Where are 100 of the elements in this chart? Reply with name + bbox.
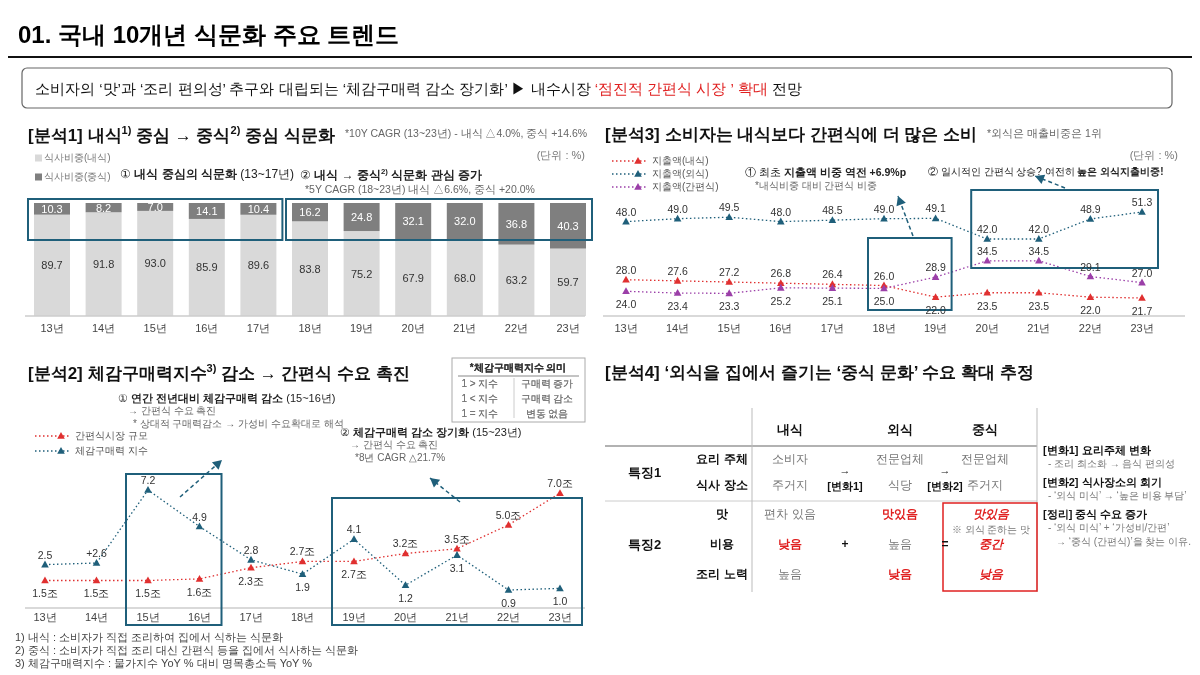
data-label: 7.0	[147, 200, 163, 214]
data-label: 22.0	[1080, 304, 1101, 317]
data-label: 21.7	[1131, 304, 1153, 318]
data-label: +2.6	[86, 546, 107, 560]
point	[1086, 214, 1095, 222]
text: - ‘외식 미식’ + ‘가성비/간편’	[1048, 522, 1170, 534]
data-label: 83.8	[299, 262, 321, 275]
data-label: 16.2	[299, 205, 321, 219]
point	[556, 584, 564, 592]
chart-title: [분석1] 내식$^{1)}$ 중심 → 중식$^{2)}$ 중심 식문화	[28, 124, 335, 146]
text: 1 = 지수	[461, 408, 499, 420]
x-tick-label: 18년	[290, 610, 315, 624]
text: 식사 장소	[696, 478, 748, 493]
chart-title: [분석3] 소비자는 내식보다 간편식에 더 많은 소비	[605, 125, 978, 145]
x-tick-label: 23년	[1130, 321, 1154, 335]
data-label: 85.9	[196, 261, 218, 274]
point	[1086, 293, 1095, 300]
bar	[85, 212, 122, 316]
point	[350, 535, 358, 543]
point	[144, 486, 152, 493]
text: → ‘중식 (간편식)’을 찾는 이유.	[1056, 536, 1191, 548]
data-label: 23.3	[718, 300, 740, 313]
text: →	[939, 463, 951, 477]
text: 소비자의 ‘맛’과 ‘조리 편의성’ 추구와 대립되는 ‘체감구매력 감소 장기화’ ▶ 내수시장	[35, 80, 591, 98]
x-tick-label: 18년	[298, 321, 322, 335]
x-tick-label: 18년	[872, 321, 896, 335]
data-label: 4.9	[192, 510, 207, 523]
data-label: 28.0	[615, 263, 637, 276]
data-label: 23.5	[1028, 299, 1050, 312]
data-label: 4.1	[346, 523, 362, 536]
category-label: 내식	[777, 421, 803, 438]
point	[144, 576, 152, 584]
text: ① 최초 지출액 비중 역전 +6.9%p	[745, 165, 907, 179]
text: ② 내식 → 중식$^{2)}$ 식문화 관심 증가	[300, 166, 482, 182]
point	[1138, 294, 1146, 301]
data-label: 32.0	[454, 214, 476, 228]
text: 낮음	[778, 537, 802, 552]
data-label: 26.8	[770, 267, 792, 280]
point	[983, 256, 991, 264]
x-tick-label: 22년	[1078, 321, 1103, 335]
text: 편차 있음	[764, 507, 816, 522]
data-label: 25.1	[822, 295, 843, 308]
bar	[446, 203, 483, 240]
text: (단위 : %)	[536, 148, 585, 162]
legend-label: 체감구매력 지수	[75, 445, 148, 457]
data-label: 34.5	[1028, 244, 1050, 257]
point	[725, 213, 733, 221]
data-label: 49.0	[873, 202, 895, 215]
data-label: 23.4	[667, 300, 688, 313]
data-label: 10.4	[247, 202, 270, 216]
text: 조리 노력	[696, 567, 748, 582]
point	[247, 563, 255, 571]
data-label: 75.2	[350, 267, 373, 280]
text: 높음	[778, 567, 802, 582]
text: [정리] 중식 수요 증가	[1043, 507, 1148, 521]
text: 낮음	[888, 567, 912, 582]
point	[777, 283, 785, 291]
data-label: 32.1	[402, 214, 424, 228]
text: [변화2] 식사장소의 회기	[1043, 475, 1162, 489]
text: 비용	[710, 537, 734, 552]
chart-title: [분석2] 체감구매력지수$^{3)}$ 감소 → 간편식 수요 촉진	[28, 362, 410, 384]
text: 구매력 감소	[520, 393, 574, 405]
text: - 조리 최소화 → 음식 편의성	[1048, 458, 1176, 470]
text: 전문업체	[961, 452, 1009, 467]
text: 전망	[771, 80, 802, 98]
x-tick-label: 15년	[143, 321, 167, 335]
data-label: 34.5	[976, 244, 998, 257]
data-label: 91.8	[92, 257, 115, 271]
data-label: 68.0	[454, 271, 476, 284]
x-tick-label: 17년	[239, 610, 263, 624]
data-label: 93.0	[144, 257, 166, 270]
data-label: 36.8	[505, 217, 528, 231]
text: 특징2	[628, 536, 662, 553]
point	[1035, 256, 1043, 264]
data-label: 3.5조	[444, 532, 470, 545]
text: 전문업체	[876, 452, 924, 467]
data-label: 24.8	[350, 210, 373, 224]
x-tick-label: 22년	[496, 610, 521, 624]
text: 주거지	[772, 478, 808, 493]
data-label: 14.1	[196, 204, 218, 218]
x-tick-label: 20년	[975, 321, 999, 335]
point	[247, 555, 255, 563]
x-tick-label: 21년	[1027, 321, 1051, 335]
point	[41, 560, 49, 568]
point	[92, 576, 101, 584]
point	[1138, 208, 1146, 215]
point	[828, 216, 837, 223]
text: [변화2]	[927, 479, 963, 493]
data-label: 3.1	[449, 562, 465, 575]
text: 맛있음	[882, 507, 918, 522]
data-label: 2.3조	[238, 574, 264, 587]
bar	[137, 210, 174, 316]
legend-label: 지출액(간편식)	[652, 181, 719, 193]
point	[350, 557, 358, 565]
data-label: 67.9	[402, 271, 424, 284]
data-label: 27.6	[667, 264, 688, 277]
text: → 간편식 수요 촉진	[128, 405, 217, 417]
point	[622, 287, 630, 295]
x-tick-label: 16년	[769, 321, 793, 335]
data-label: 27.0	[1131, 266, 1153, 279]
